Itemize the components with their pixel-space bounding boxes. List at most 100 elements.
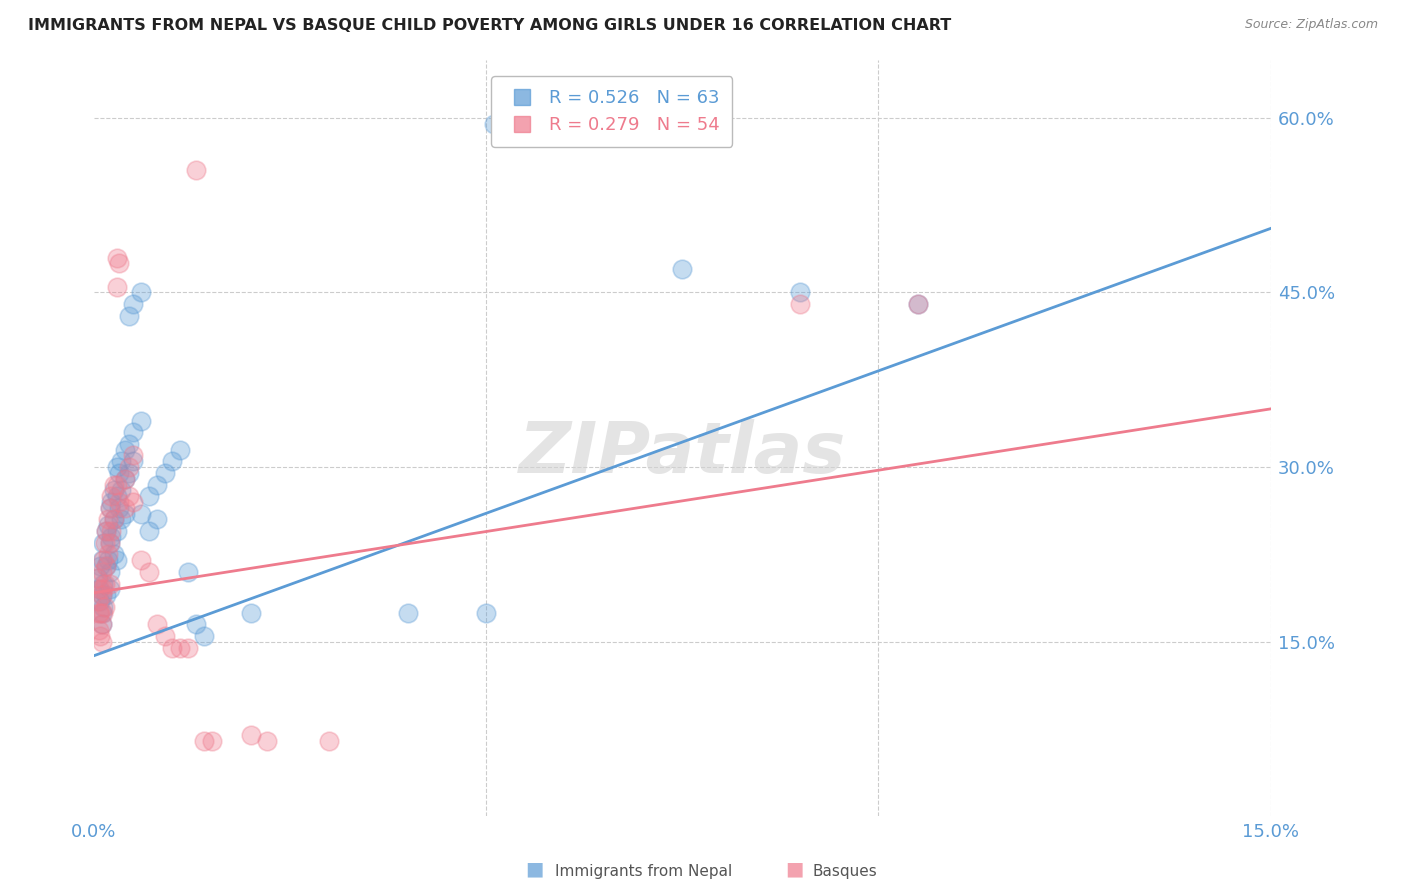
Point	[93, 582, 115, 597]
Point	[93, 599, 115, 614]
Point	[98, 535, 121, 549]
Point	[110, 512, 132, 526]
Point	[90, 588, 112, 602]
Point	[114, 500, 136, 515]
Point	[98, 582, 121, 597]
Point	[138, 524, 160, 538]
Point	[145, 477, 167, 491]
Point	[193, 733, 215, 747]
Point	[177, 640, 200, 655]
Point	[89, 559, 111, 574]
Point	[122, 495, 145, 509]
Point	[93, 606, 115, 620]
Point	[153, 466, 176, 480]
Point	[89, 606, 111, 620]
Point	[89, 594, 111, 608]
Point	[94, 599, 117, 614]
Point	[193, 629, 215, 643]
Point	[162, 640, 184, 655]
Point	[907, 297, 929, 311]
Point	[138, 565, 160, 579]
Point	[87, 606, 110, 620]
Point	[177, 565, 200, 579]
Point	[87, 623, 110, 637]
Text: IMMIGRANTS FROM NEPAL VS BASQUE CHILD POVERTY AMONG GIRLS UNDER 16 CORRELATION C: IMMIGRANTS FROM NEPAL VS BASQUE CHILD PO…	[28, 18, 952, 33]
Point	[118, 489, 141, 503]
Point	[94, 535, 117, 549]
Point	[110, 483, 132, 498]
Point	[138, 489, 160, 503]
Point	[153, 629, 176, 643]
Point	[114, 472, 136, 486]
Point	[201, 733, 224, 747]
Point	[100, 530, 122, 544]
Point	[89, 582, 111, 597]
Point	[318, 733, 340, 747]
Point	[94, 559, 117, 574]
Point	[97, 518, 120, 533]
Point	[90, 606, 112, 620]
Point	[907, 297, 929, 311]
Point	[184, 617, 207, 632]
Point	[122, 425, 145, 439]
Point	[129, 413, 152, 427]
Text: Basques: Basques	[813, 863, 877, 879]
Point	[129, 285, 152, 300]
Point	[114, 442, 136, 457]
Point	[96, 524, 118, 538]
Point	[100, 495, 122, 509]
Point	[93, 535, 115, 549]
Point	[122, 449, 145, 463]
Point	[108, 256, 131, 270]
Point	[145, 617, 167, 632]
Point	[103, 512, 125, 526]
Point	[98, 535, 121, 549]
Point	[184, 163, 207, 178]
Point	[98, 565, 121, 579]
Point	[86, 571, 108, 585]
Point	[90, 553, 112, 567]
Point	[98, 500, 121, 515]
Point	[107, 489, 129, 503]
Point	[169, 640, 191, 655]
Point	[129, 507, 152, 521]
Point	[107, 477, 129, 491]
Point	[129, 553, 152, 567]
Point	[100, 524, 122, 538]
Point	[107, 524, 129, 538]
Point	[122, 454, 145, 468]
Point	[107, 460, 129, 475]
Point	[671, 262, 693, 277]
Point	[145, 512, 167, 526]
Legend: R = 0.526   N = 63, R = 0.279   N = 54: R = 0.526 N = 63, R = 0.279 N = 54	[491, 76, 733, 146]
Point	[93, 576, 115, 591]
Point	[90, 634, 112, 648]
Point	[114, 472, 136, 486]
Point	[103, 548, 125, 562]
Point	[118, 466, 141, 480]
Point	[107, 279, 129, 293]
Point	[98, 500, 121, 515]
Point	[114, 507, 136, 521]
Point	[89, 582, 111, 597]
Point	[103, 477, 125, 491]
Text: Source: ZipAtlas.com: Source: ZipAtlas.com	[1244, 18, 1378, 31]
Point	[87, 594, 110, 608]
Point	[789, 285, 811, 300]
Point	[103, 483, 125, 498]
Point	[108, 500, 131, 515]
Point	[482, 117, 505, 131]
Point	[90, 565, 112, 579]
Point	[108, 495, 131, 509]
Point	[169, 442, 191, 457]
Point	[97, 553, 120, 567]
Text: Immigrants from Nepal: Immigrants from Nepal	[555, 863, 733, 879]
Point	[97, 548, 120, 562]
Point	[162, 454, 184, 468]
Point	[118, 437, 141, 451]
Point	[103, 512, 125, 526]
Point	[96, 559, 118, 574]
Point	[89, 629, 111, 643]
Point	[118, 460, 141, 475]
Text: ZIPatlas: ZIPatlas	[519, 418, 846, 488]
